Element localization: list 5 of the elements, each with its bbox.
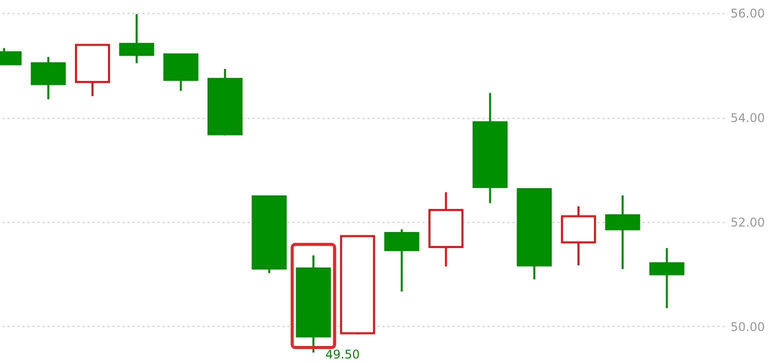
y-tick-label: 52.00 [730, 215, 765, 230]
annotation: 49.50 [325, 348, 360, 362]
y-tick-label: 50.00 [730, 320, 765, 334]
y-tick-label: 54.00 [730, 111, 765, 126]
y-tick-label: 56.00 [730, 6, 765, 21]
